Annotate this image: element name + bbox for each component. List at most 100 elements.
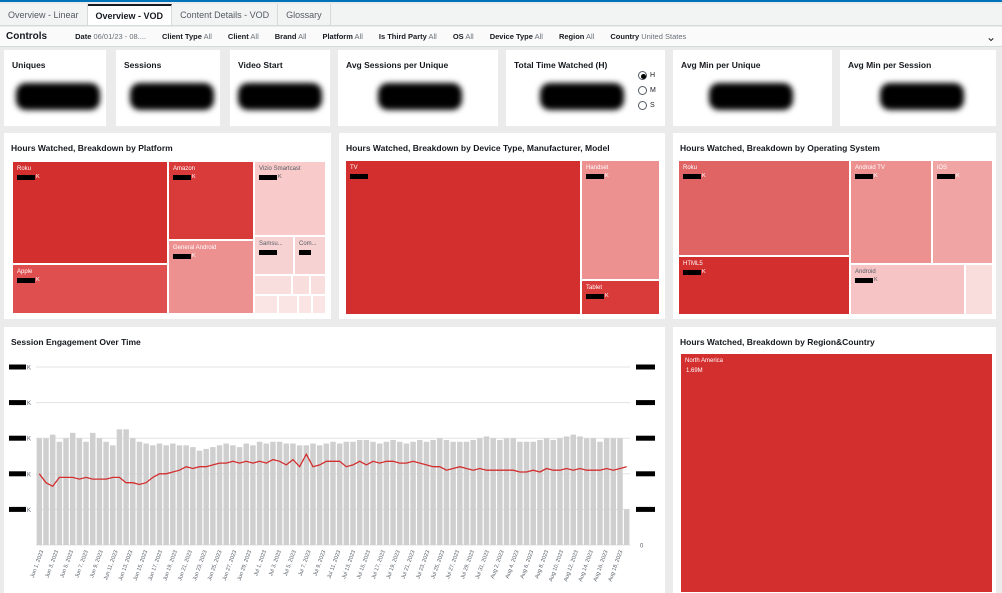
chart-bar[interactable] xyxy=(103,441,109,545)
treemap-cell-other[interactable] xyxy=(254,295,278,314)
chart-series-line[interactable] xyxy=(38,452,627,488)
chart-bar[interactable] xyxy=(537,439,543,545)
chart-bar[interactable] xyxy=(517,441,523,545)
filter-platform[interactable]: Platform All xyxy=(322,32,362,41)
chart-bar[interactable] xyxy=(263,443,269,545)
treemap-cell-com[interactable]: Com... xyxy=(294,236,326,275)
chart-bar[interactable] xyxy=(236,447,243,545)
treemap-cell-os-ios[interactable]: iOS K xyxy=(932,160,993,264)
chart-bar[interactable] xyxy=(69,432,76,545)
chart-bar[interactable] xyxy=(343,441,350,545)
chart-bar[interactable] xyxy=(110,445,116,545)
chart-bar[interactable] xyxy=(183,445,189,545)
chart-bar[interactable] xyxy=(370,441,376,545)
chart-bar[interactable] xyxy=(623,509,630,545)
treemap-cell-other[interactable] xyxy=(254,275,292,295)
filter-date[interactable]: Date 06/01/23 - 08.... xyxy=(75,32,146,41)
chart-bar[interactable] xyxy=(96,438,103,545)
chart-bar[interactable] xyxy=(350,441,356,545)
chart-bar[interactable] xyxy=(443,439,450,545)
chart-bar[interactable] xyxy=(490,438,496,545)
chart-bar[interactable] xyxy=(170,443,176,545)
chart-bar[interactable] xyxy=(270,441,276,545)
treemap-cell-other[interactable] xyxy=(312,295,326,314)
treemap-cell-north-america[interactable]: North America 1.69M xyxy=(680,353,993,593)
chart-bar[interactable] xyxy=(417,439,423,545)
chart-bar[interactable] xyxy=(336,443,343,545)
chart-bar[interactable] xyxy=(89,432,96,545)
chart-bar[interactable] xyxy=(510,438,516,545)
tab-overview-vod[interactable]: Overview - VOD xyxy=(87,4,173,25)
chart-bar[interactable] xyxy=(49,434,56,545)
filter-client[interactable]: Client All xyxy=(228,32,259,41)
chart-bar[interactable] xyxy=(503,438,510,545)
chart-bar[interactable] xyxy=(557,438,563,545)
chart-bar[interactable] xyxy=(43,438,49,545)
treemap-cell-amazon[interactable]: Amazon K xyxy=(168,161,254,240)
treemap-cell-vizio-smartcast[interactable]: Vizio Smartcast K xyxy=(254,161,326,236)
treemap-cell-handset[interactable]: Handset K xyxy=(581,160,660,280)
treemap-cell-other[interactable] xyxy=(292,275,310,295)
treemap-cell-os-other[interactable] xyxy=(965,264,993,315)
chart-bar[interactable] xyxy=(276,441,283,545)
chart-bar[interactable] xyxy=(450,441,456,545)
chart-bar[interactable] xyxy=(330,441,336,545)
chart-bar[interactable] xyxy=(610,438,617,545)
treemap-cell-other[interactable] xyxy=(298,295,312,314)
chart-bar[interactable] xyxy=(196,450,203,545)
chart-bar[interactable] xyxy=(570,434,577,545)
treemap-cell-other[interactable] xyxy=(310,275,326,295)
treemap-cell-os-roku[interactable]: Roku K xyxy=(678,160,850,256)
tab-glossary[interactable]: Glossary xyxy=(278,4,331,25)
chart-bar[interactable] xyxy=(597,441,603,545)
chart-bar[interactable] xyxy=(190,447,196,545)
chart-bar[interactable] xyxy=(523,441,530,545)
chart-bar[interactable] xyxy=(563,436,570,545)
chart-bar[interactable] xyxy=(383,441,390,545)
chart-bar[interactable] xyxy=(583,438,590,545)
chart-bar[interactable] xyxy=(437,438,443,545)
chart-bar[interactable] xyxy=(63,438,69,545)
treemap-cell-tablet[interactable]: Tablet K xyxy=(581,280,660,315)
chart-bar[interactable] xyxy=(497,439,503,545)
treemap-cell-os-android[interactable]: Android K xyxy=(850,264,965,315)
chart-bar[interactable] xyxy=(290,443,296,545)
chart-bar[interactable] xyxy=(83,441,89,545)
treemap-cell-other[interactable] xyxy=(278,295,298,314)
chart-bar[interactable] xyxy=(477,438,483,545)
chart-bar[interactable] xyxy=(76,438,83,545)
chart-bar[interactable] xyxy=(130,438,136,545)
chart-bar[interactable] xyxy=(423,441,430,545)
treemap-cell-apple[interactable]: Apple K xyxy=(12,264,168,314)
chart-bar[interactable] xyxy=(56,441,63,545)
treemap-cell-os-android-tv[interactable]: Android TV K xyxy=(850,160,932,264)
filter-brand[interactable]: Brand All xyxy=(275,32,307,41)
chart-bar[interactable] xyxy=(123,429,129,545)
chart-bar[interactable] xyxy=(363,439,370,545)
filter-device-type[interactable]: Device Type All xyxy=(490,32,543,41)
chart-bar[interactable] xyxy=(36,438,43,545)
chart-bar[interactable] xyxy=(356,439,363,545)
treemap-cell-general-android[interactable]: General Android K xyxy=(168,240,254,314)
chart-bar[interactable] xyxy=(296,445,303,545)
filter-country[interactable]: Country United States xyxy=(610,32,686,41)
filter-region[interactable]: Region All xyxy=(559,32,594,41)
chart-bar[interactable] xyxy=(543,438,550,545)
chart-bar[interactable] xyxy=(283,443,290,545)
chart-bar[interactable] xyxy=(143,443,149,545)
unit-radio-s[interactable]: S xyxy=(638,101,655,110)
chart-bar[interactable] xyxy=(203,448,209,545)
chart-bar[interactable] xyxy=(156,443,163,545)
tab-overview-linear[interactable]: Overview - Linear xyxy=(0,4,88,25)
treemap-cell-roku[interactable]: Roku K xyxy=(12,161,168,264)
chart-bar[interactable] xyxy=(470,439,476,545)
chart-bar[interactable] xyxy=(403,443,410,545)
chart-bar[interactable] xyxy=(577,436,583,545)
chart-bar[interactable] xyxy=(410,441,416,545)
chart-bar[interactable] xyxy=(530,441,536,545)
chart-bar[interactable] xyxy=(550,439,556,545)
chart-bar[interactable] xyxy=(210,447,216,545)
unit-radio-h[interactable]: H xyxy=(638,71,655,80)
chart-bar[interactable] xyxy=(590,438,597,545)
